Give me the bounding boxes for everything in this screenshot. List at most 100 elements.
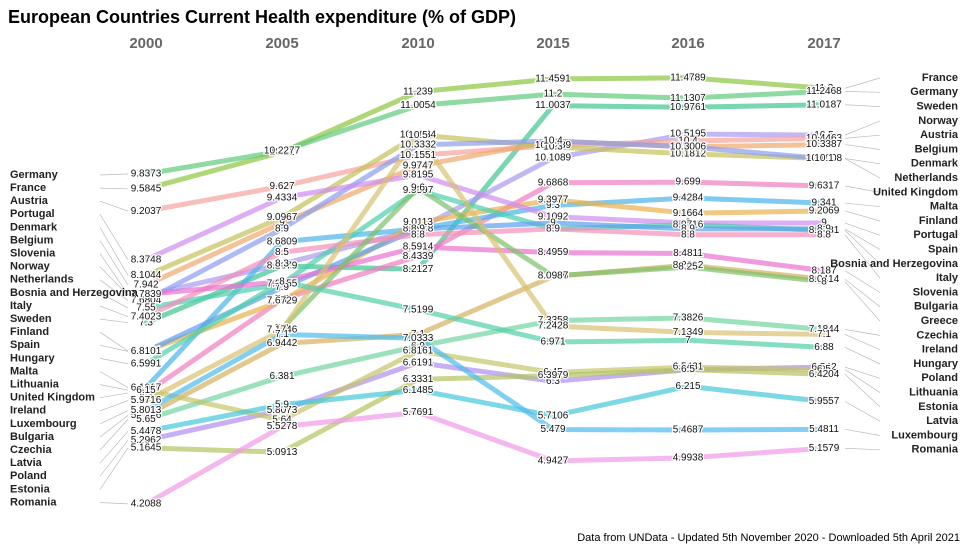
value-label: 6.8161 (403, 346, 434, 357)
value-label: 7 (685, 335, 691, 346)
value-label: 5.8013 (131, 405, 162, 416)
value-label: 7.7 (275, 294, 289, 305)
value-label: 8 (279, 276, 285, 287)
value-label: 8.2679 (267, 261, 298, 272)
value-label: 6.6191 (403, 357, 434, 368)
value-label: 9.2069 (809, 206, 840, 217)
series-line (143, 409, 827, 507)
value-label: 8.3748 (131, 254, 162, 265)
country-label: Portugal (10, 208, 55, 220)
value-label: 10.2277 (264, 146, 301, 157)
value-label: 7.3 (139, 317, 153, 328)
leader-line (844, 428, 881, 436)
value-label: 8.2822 (673, 260, 704, 271)
series-line (143, 195, 827, 391)
country-label: Germany (10, 169, 59, 181)
value-label: 7.9655 (267, 278, 298, 289)
series-line (143, 383, 827, 434)
value-label: 10.9761 (670, 102, 707, 113)
value-label: 10.3239 (535, 140, 572, 151)
value-label: 8 (279, 276, 285, 287)
value-label: 8.8978 (403, 224, 434, 235)
value-label: 4.9938 (673, 453, 704, 464)
value-label: 9.0967 (267, 212, 298, 223)
leader-line (99, 384, 129, 391)
value-label: 6.971 (540, 337, 565, 348)
country-label: Estonia (10, 483, 51, 495)
value-label: 11.0054 (400, 100, 436, 111)
value-label: 7.1349 (673, 327, 704, 338)
leader-line (844, 144, 881, 150)
country-label: France (922, 72, 958, 84)
country-label: Slovenia (913, 286, 959, 298)
value-label: 8.9 (546, 224, 560, 235)
value-label: 11.4789 (670, 72, 706, 83)
leader-line (844, 185, 881, 193)
value-label: 5.65 (136, 414, 156, 425)
value-label: 8.5 (275, 247, 289, 258)
value-label: 8.9 (817, 224, 831, 235)
value-label: 9.1664 (673, 208, 704, 219)
country-label: Bosnia and Herzegovina (830, 258, 959, 270)
country-label: Norway (10, 261, 51, 273)
value-label: 10.3332 (400, 140, 437, 151)
value-label: 8.2127 (403, 264, 434, 275)
value-label: 7.1 (411, 329, 425, 340)
value-label: 8.4959 (538, 247, 569, 258)
value-label: 5.7176 (131, 410, 162, 421)
leader-line (844, 329, 881, 336)
value-label: 9.4284 (673, 193, 704, 204)
leader-line (99, 371, 129, 388)
value-label: 10.4 (543, 136, 563, 147)
country-label: Bulgaria (914, 301, 959, 313)
country-label: Poland (921, 372, 958, 384)
value-label: 10.1 (814, 153, 834, 164)
country-label: Norway (918, 115, 959, 127)
series-line (143, 135, 827, 214)
country-label: Sweden (916, 101, 958, 113)
value-label: 6.3979 (538, 370, 569, 381)
country-label: United Kingdom (10, 392, 95, 404)
value-label: 9.6868 (538, 177, 569, 188)
series-line (143, 367, 827, 455)
series-line (143, 187, 827, 311)
value-label: 5.4687 (673, 425, 704, 436)
leader-line (99, 200, 129, 212)
leader-line (99, 392, 129, 399)
value-label: 5.7691 (403, 407, 434, 418)
series-line (143, 138, 827, 303)
value-label: 10.5034 (400, 130, 437, 141)
value-label: 8.9 (275, 224, 289, 235)
value-label: 10.5 (408, 130, 428, 141)
country-label: Finland (10, 326, 49, 338)
country-label: Denmark (911, 158, 959, 170)
series-line (143, 130, 827, 404)
value-label: 8.9 (546, 224, 560, 235)
country-label: Latvia (926, 415, 959, 427)
leader-line (844, 369, 881, 393)
value-label: 6.5 (681, 364, 695, 375)
country-label: Bosnia and Herzegovina (10, 287, 139, 299)
value-label: 6.8101 (131, 346, 162, 357)
series-line (143, 348, 827, 423)
value-label: 7.1 (275, 329, 289, 340)
value-label: 11.1307 (670, 93, 706, 104)
value-label: 10.3 (678, 141, 698, 152)
value-label: 5.9 (275, 399, 289, 410)
value-label: 6.4204 (809, 369, 840, 380)
country-label: Malta (930, 201, 959, 213)
value-label: 9.627 (269, 181, 294, 192)
value-label: 6.215 (675, 381, 700, 392)
leader-line (844, 230, 881, 265)
leader-line (99, 344, 129, 352)
country-label: Slovenia (10, 248, 56, 260)
leader-line (99, 253, 129, 295)
value-label: 10.5 (814, 130, 834, 141)
leader-line (844, 374, 881, 408)
value-label: 8.0899 (538, 271, 569, 282)
value-label: 8.187 (811, 265, 836, 276)
leader-line (844, 158, 881, 179)
leader-line (844, 202, 881, 208)
value-label: 9.1092 (538, 211, 569, 222)
value-label: 8.3 (275, 259, 289, 270)
